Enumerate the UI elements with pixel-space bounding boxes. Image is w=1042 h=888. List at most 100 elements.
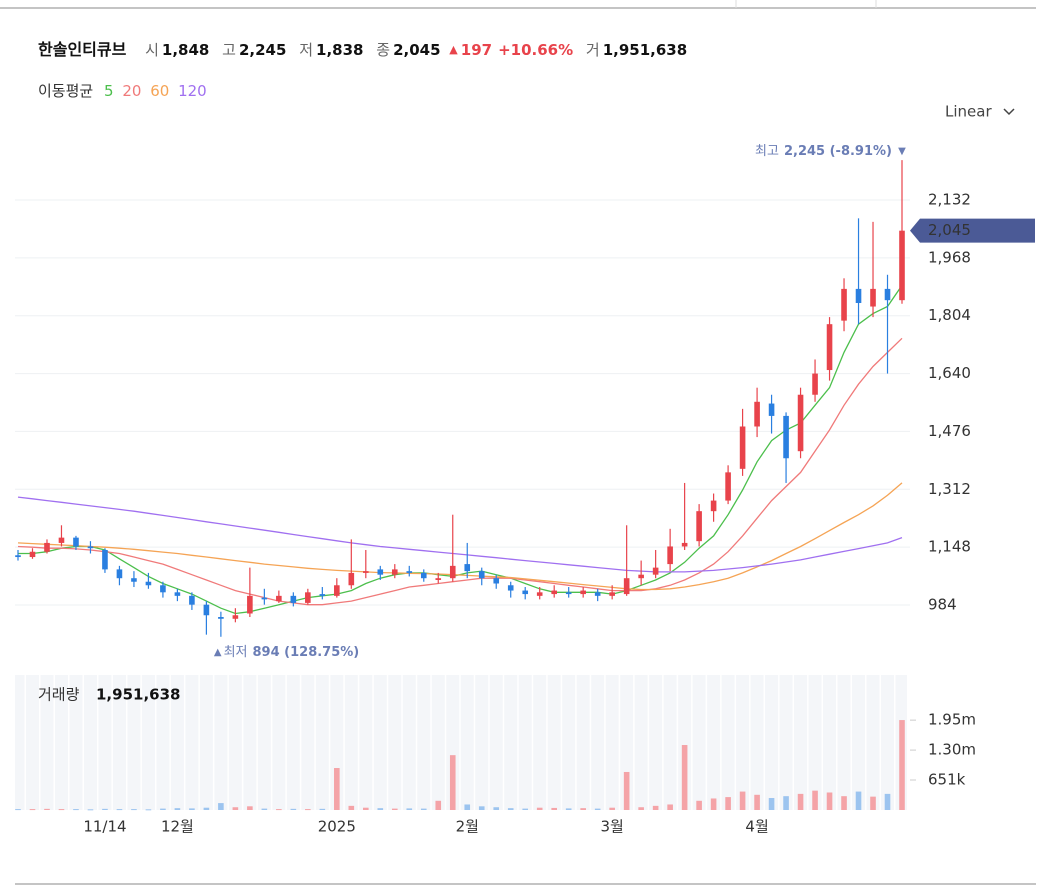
candle-body	[725, 472, 731, 501]
candle-body	[174, 592, 181, 596]
y-tick-label: 984	[928, 596, 957, 614]
candle-body	[681, 542, 688, 547]
x-tick-label: 2월	[456, 818, 479, 836]
volume-bar	[623, 771, 630, 810]
candle-body	[609, 592, 615, 596]
candle-body	[565, 592, 572, 595]
volume-current: 1,951,638	[96, 686, 180, 704]
candle-body	[102, 549, 108, 570]
candle-body	[203, 604, 210, 616]
volume-bar	[363, 807, 369, 810]
volume-bar	[652, 805, 659, 810]
legend-entry: 60	[150, 82, 169, 100]
volume-bar	[449, 755, 456, 810]
candle-body	[536, 592, 543, 596]
volume-bar	[493, 807, 500, 810]
candle-body	[507, 585, 514, 591]
volume-bar	[44, 808, 50, 810]
y-tick-label: 1,968	[928, 248, 971, 266]
quote-header: 한솔인티큐브 시 1,848 고 2,245 저 1,838 종 2,045 ▲ 197 +…	[38, 40, 687, 59]
candle-body	[44, 542, 50, 552]
candle-body	[812, 373, 818, 395]
candle-body	[870, 288, 876, 307]
volume-bar	[681, 745, 688, 810]
candle-body	[797, 394, 804, 452]
volume-bar	[841, 796, 847, 810]
legend-entry: 120	[178, 82, 207, 100]
volume-title: 거래량	[38, 686, 80, 704]
volume-bar	[218, 803, 224, 810]
candle-body	[131, 578, 137, 582]
moving-average	[17, 482, 903, 591]
volume-bar	[638, 807, 644, 810]
volume-bar	[232, 807, 239, 810]
down-marker: ▼	[898, 146, 906, 157]
y-tick-label: 1,640	[928, 364, 971, 382]
volume-bar	[334, 768, 340, 810]
volume-bar	[131, 809, 137, 811]
label: 저	[299, 41, 313, 59]
volume-bar	[247, 806, 253, 810]
volume-bar	[768, 798, 775, 810]
x-tick-label: 12월	[161, 818, 194, 836]
volume-bar	[899, 720, 905, 810]
volume-bar	[812, 790, 818, 810]
candle-body	[435, 578, 442, 580]
candle-body	[145, 581, 152, 586]
candle-body	[160, 585, 166, 593]
candle-body	[580, 590, 586, 595]
candle-body	[783, 415, 789, 459]
volume-bar	[580, 808, 586, 810]
candle-body	[768, 403, 775, 416]
volume-bar	[305, 809, 311, 811]
volume-bar	[406, 808, 413, 810]
plot: 984 1,148 1,312 1,476 1,640 1,804 1,968 2,132 65…	[15, 144, 1035, 836]
value: 2,245 (-8.91%)	[784, 144, 892, 159]
candle-body	[855, 288, 862, 304]
scale-selector[interactable]: Linear	[945, 103, 992, 121]
y-tick-label: 1,476	[928, 422, 971, 440]
legend-entry: 20	[122, 82, 141, 100]
up-arrow: ▲	[449, 43, 458, 56]
volume-bar	[739, 791, 746, 810]
dropdown-chevron[interactable]	[1003, 108, 1015, 116]
volume-bar	[710, 798, 717, 810]
legend-entry: 5	[104, 82, 114, 100]
volume-bar	[884, 793, 891, 810]
candle-body	[363, 571, 369, 573]
volume-tick-label: 651k	[928, 771, 966, 789]
volume-bar	[420, 808, 427, 810]
y-tick-label: 2,132	[928, 190, 971, 208]
volume-bar	[435, 800, 442, 810]
volume-bar	[290, 808, 297, 810]
volume-bar	[667, 804, 673, 810]
volume-bar	[870, 796, 876, 810]
y-tick-label: 1,312	[928, 480, 971, 498]
volume-bar	[464, 804, 471, 810]
high-annotation: 최고 2,245 (-8.91%)	[755, 144, 892, 159]
low-annotation: ▲ 최저 894 (128.75%)	[214, 644, 359, 659]
ma-legend: 이동평균 5 20 60 120	[38, 82, 207, 100]
volume-bar	[276, 809, 282, 811]
volume-bar	[391, 808, 398, 810]
x-tick-label: 2025	[318, 818, 356, 836]
price-tag	[910, 218, 1035, 243]
candle-body	[189, 595, 195, 605]
y-tick-label: 1,148	[928, 538, 971, 556]
x-tick-label: 11/14	[83, 818, 126, 836]
volume-bar	[783, 796, 789, 810]
candle-body	[334, 585, 340, 596]
change-pct: +10.66%	[498, 41, 573, 59]
x-tick-label: 3월	[600, 818, 623, 836]
y-tick-label: 1,804	[928, 306, 971, 324]
x-tick-label: 4월	[745, 818, 768, 836]
candle-body	[884, 288, 891, 301]
volume-tick-label: 1.30m	[928, 741, 976, 759]
volume-bar	[826, 792, 833, 810]
label: 종	[376, 41, 390, 59]
volume-bar	[565, 808, 572, 810]
candle-body	[247, 595, 253, 614]
candle-body	[290, 595, 297, 603]
label: 최저	[224, 644, 248, 659]
volume-bar	[102, 808, 108, 810]
